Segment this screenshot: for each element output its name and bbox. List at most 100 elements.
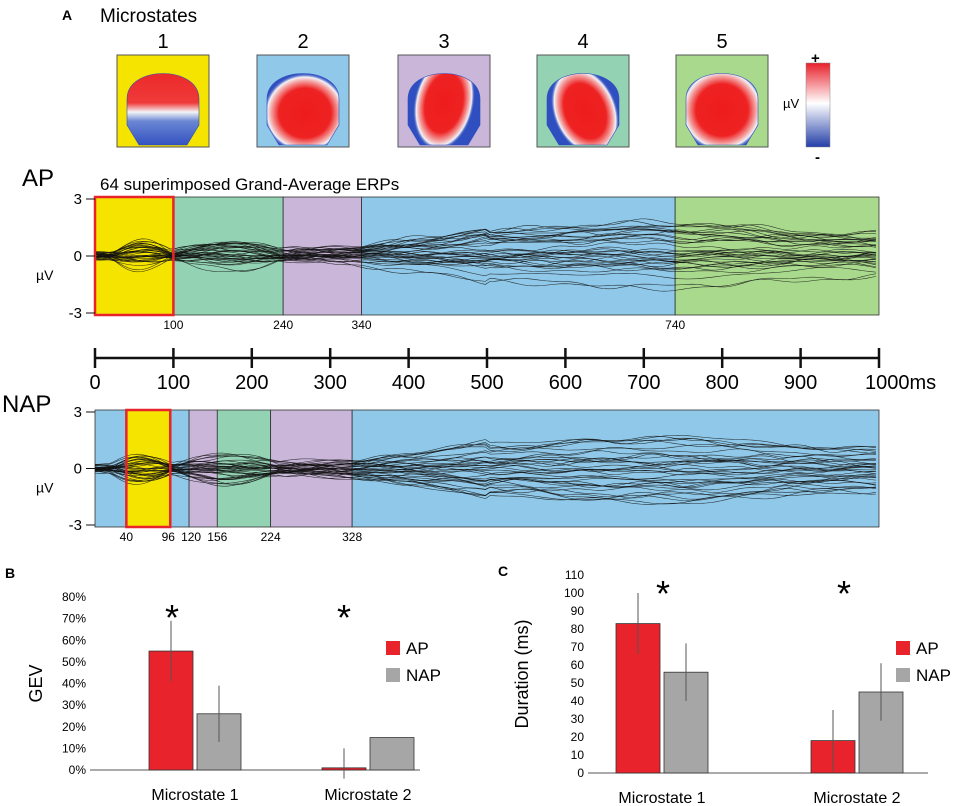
panel-label-a: A <box>62 7 72 23</box>
bar-nap-2 <box>369 737 415 771</box>
y-tick-label: 70 <box>571 640 585 654</box>
nap-erp-trace <box>94 465 876 472</box>
nap-microstate-1-highlight <box>125 408 172 529</box>
microstate-map-5: 5 <box>675 31 769 148</box>
y-tick-label: 40% <box>62 677 86 691</box>
chart-duration: 0 10 20 30 40 50 60 70 80 90 100 110 Duration (ms) Mi… <box>512 568 951 806</box>
nap-boundary-label: 96 <box>162 530 176 544</box>
color-bar-minus: - <box>815 149 820 166</box>
significance-star: * <box>837 573 851 614</box>
y-axis-label: Duration (ms) <box>512 619 532 728</box>
ap-erp-trace <box>94 254 876 272</box>
time-axis: 0 100 200 300 400 500 600 700 800 900 1000ms <box>89 348 936 394</box>
nap-erp-trace <box>94 435 876 471</box>
ap-erp-trace <box>94 250 876 260</box>
significance-star: * <box>165 597 179 638</box>
nap-erp-trace <box>94 470 876 500</box>
y-tick-label: 40 <box>571 694 585 708</box>
head-outline <box>407 73 481 146</box>
y-tick-label: 0 <box>577 766 584 780</box>
y-tick-label: 100 <box>564 586 584 600</box>
ap-erp-trace <box>94 256 876 292</box>
ap-boundary-label: 340 <box>352 318 372 332</box>
positive-region <box>686 73 758 145</box>
nap-erp-trace <box>94 459 876 470</box>
ap-erp-trace <box>94 225 876 255</box>
nap-y-tick: 0 <box>74 461 82 478</box>
y-tick-label: 30 <box>571 712 585 726</box>
microstate-number: 2 <box>297 31 308 53</box>
color-bar-plus: + <box>811 50 820 67</box>
ap-erp-trace <box>94 255 876 271</box>
ap-y-tick: -3 <box>69 305 82 322</box>
nap-y-tick: -3 <box>69 517 82 534</box>
nap-label: NAP <box>2 391 51 418</box>
ap-erp-trace <box>94 258 876 280</box>
ap-boundary-label: 100 <box>163 318 183 332</box>
panel-label-b: B <box>5 565 15 581</box>
microstates-title: Microstates <box>100 6 197 27</box>
nap-erp-trace <box>94 468 876 498</box>
color-bar-gradient <box>805 62 831 148</box>
ap-erp-trace <box>94 248 876 258</box>
significance-star: * <box>656 573 670 614</box>
y-tick-label: 90 <box>571 604 585 618</box>
y-tick-label: 50 <box>571 676 585 690</box>
ap-erp-trace <box>94 228 876 253</box>
ap-boundary-label: 240 <box>273 318 293 332</box>
chart-gev: 0% 10% 20% 30% 40% 50% 60% 70% 80% GEV Microstate … <box>26 590 441 804</box>
time-axis-label: 100 <box>157 372 190 394</box>
head-outline <box>685 73 759 146</box>
time-axis-label: 400 <box>392 372 425 394</box>
ap-erp-trace <box>94 253 876 265</box>
head-outline <box>546 73 620 146</box>
y-tick-label: 70% <box>62 612 86 626</box>
nap-erp-trace <box>95 468 876 491</box>
legend-swatch-ap <box>896 641 910 655</box>
time-axis-label: 600 <box>549 372 582 394</box>
y-tick-label: 80% <box>62 590 86 604</box>
microstate-maps: 1 2 3 4 5 <box>116 31 769 148</box>
microstate-number: 1 <box>157 31 168 53</box>
time-axis-label: 800 <box>706 372 739 394</box>
legend-label-nap: NAP <box>406 666 441 685</box>
positive-region <box>413 73 475 145</box>
y-tick-label: 50% <box>62 655 86 669</box>
y-tick-label: 10% <box>62 741 86 755</box>
microstate-number: 4 <box>577 31 588 53</box>
nap-boundary-label: 40 <box>120 530 134 544</box>
legend-swatch-nap <box>896 668 910 682</box>
time-axis-label: 500 <box>470 372 503 394</box>
ap-erp-trace <box>94 254 876 290</box>
microstate-map-4: 4 <box>536 31 630 148</box>
nap-erp-trace <box>94 466 876 488</box>
time-axis-label: 0 <box>89 372 100 394</box>
legend-label-nap: NAP <box>916 666 951 685</box>
significance-star: * <box>337 597 351 638</box>
microstate-map-2: 2 <box>256 31 350 148</box>
ap-erp-trace <box>94 238 876 257</box>
nap-y-tick: 3 <box>74 404 82 421</box>
y-axis-label: GEV <box>26 664 46 702</box>
nap-erp-trace <box>94 440 876 468</box>
time-axis-label: 700 <box>627 372 660 394</box>
nap-y-unit: µV <box>36 480 54 496</box>
color-bar-unit: µV <box>783 96 799 111</box>
ap-erp-trace <box>94 254 876 266</box>
y-tick-label: 0% <box>69 763 87 777</box>
ap-erp-trace <box>94 249 876 259</box>
nap-erp-trace <box>94 466 876 475</box>
nap-erp-trace <box>94 465 876 474</box>
legend-swatch-nap <box>386 668 400 682</box>
ap-erp-panel: 3 0 -3 µV 100 240 340 740 <box>36 191 880 332</box>
ap-erp-trace <box>94 255 876 268</box>
legend-label-ap: AP <box>916 639 939 658</box>
nap-boundary-label: 156 <box>207 530 227 544</box>
microstate-map-1: 1 <box>116 31 210 148</box>
nap-erp-trace <box>94 438 876 471</box>
time-axis-label: 1000ms <box>865 372 936 394</box>
scalp-topography <box>127 73 199 145</box>
legend-swatch-ap <box>386 641 400 655</box>
ap-erp-trace <box>94 229 876 258</box>
